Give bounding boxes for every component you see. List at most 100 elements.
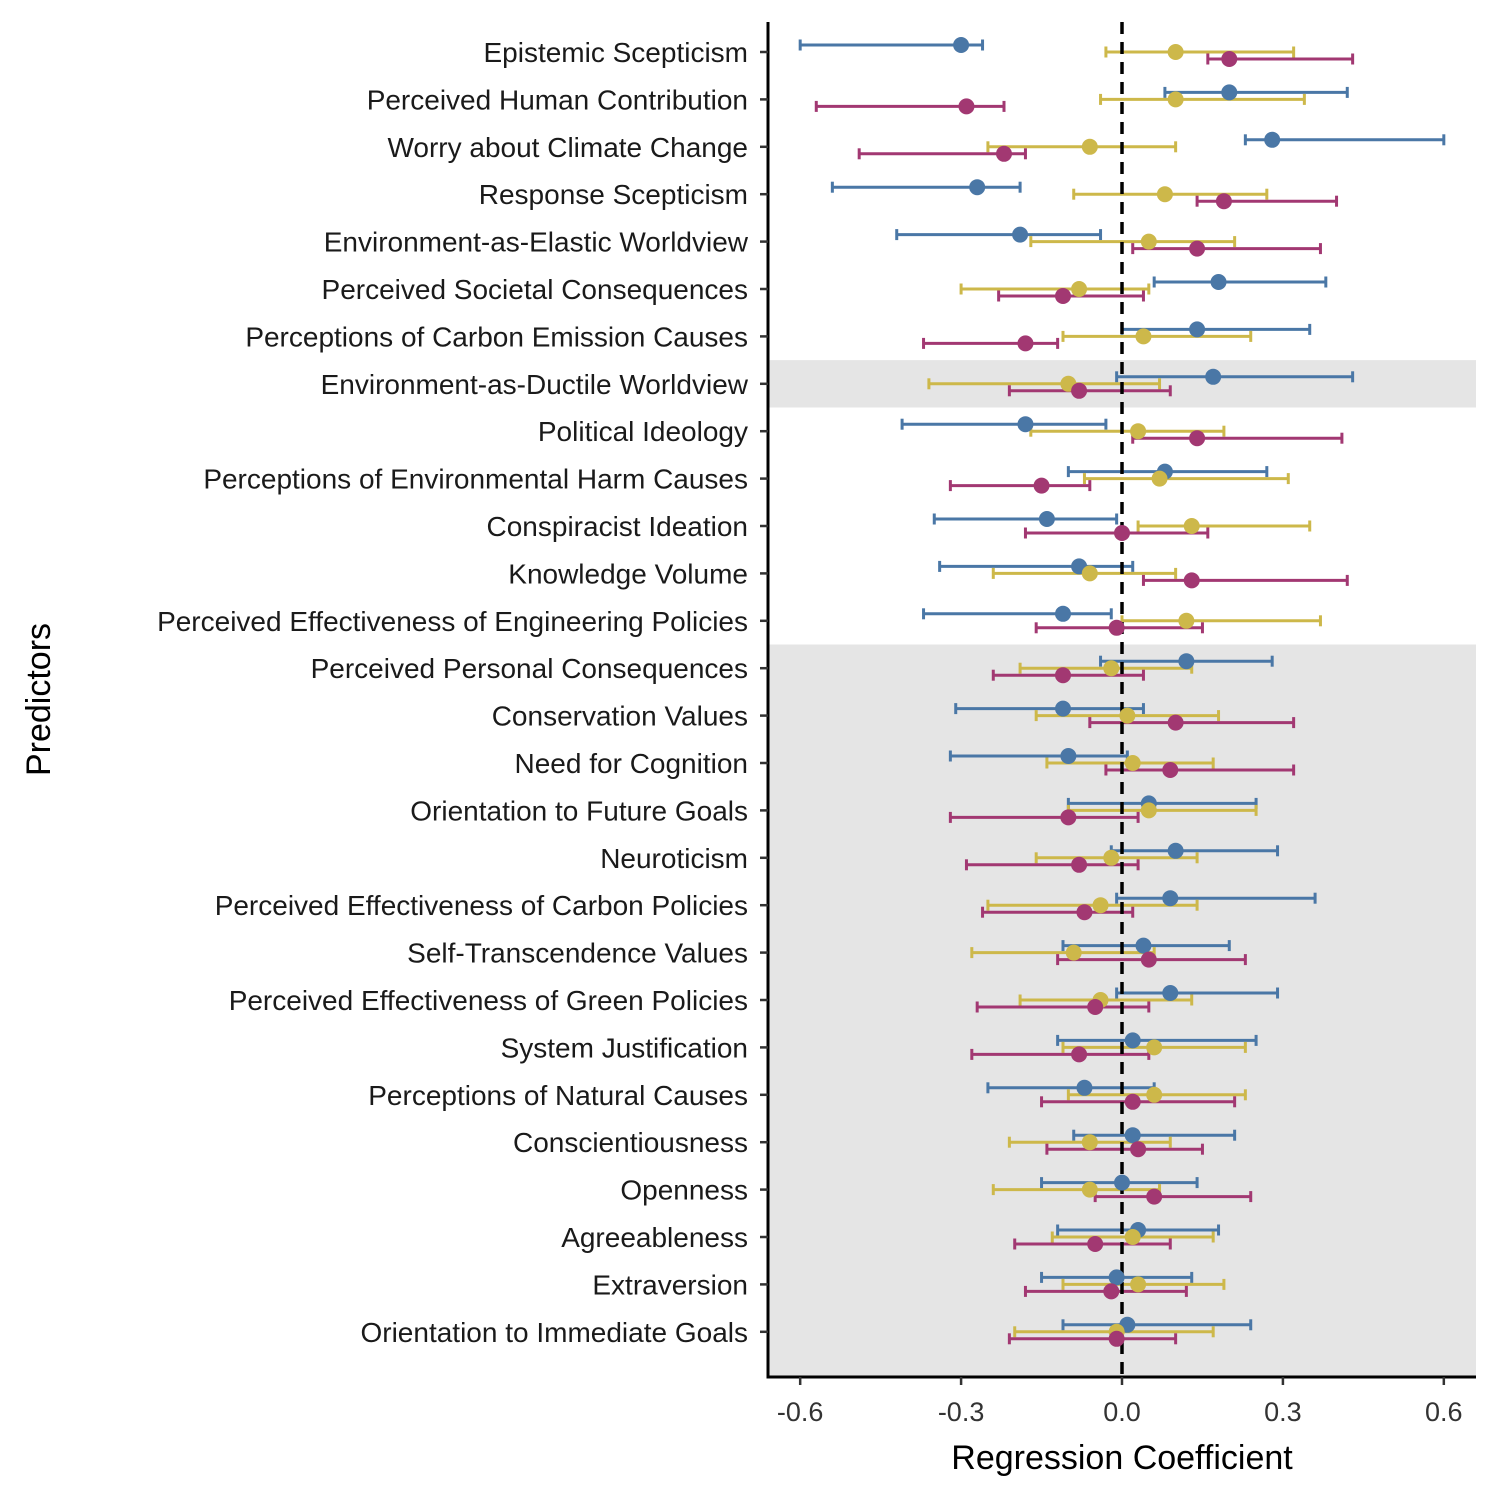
- point-estimate: [1055, 288, 1071, 304]
- point-estimate: [1081, 138, 1098, 155]
- error-bar: [922, 337, 1060, 349]
- y-tick-label: Perceived Effectiveness of Carbon Polici…: [215, 890, 748, 921]
- point-estimate: [1076, 904, 1093, 921]
- point-estimate: [1055, 605, 1071, 622]
- error-bar: [948, 811, 1140, 823]
- error-bar: [997, 290, 1145, 302]
- error-bar: [1072, 1129, 1237, 1141]
- point-estimate: [1087, 1236, 1104, 1252]
- error-bar: [922, 608, 1113, 620]
- point-estimate: [1167, 714, 1184, 731]
- point-estimate: [1183, 518, 1200, 534]
- point-estimate: [958, 98, 975, 115]
- error-bar: [1115, 371, 1355, 383]
- point-estimate: [1060, 748, 1077, 764]
- error-bar: [1152, 276, 1328, 288]
- point-estimate: [996, 145, 1012, 162]
- error-bar: [1115, 987, 1280, 999]
- error-bar: [1007, 385, 1172, 397]
- point-estimate: [1081, 1134, 1098, 1151]
- point-estimate: [1103, 660, 1120, 677]
- x-tick-label: 0.0: [1103, 1397, 1141, 1427]
- point-estimates-layer: [953, 37, 1281, 1347]
- point-estimate: [1124, 1093, 1141, 1110]
- point-estimate: [1076, 1079, 1093, 1096]
- point-estimate: [1071, 856, 1088, 873]
- y-tick-label: Perceived Effectiveness of Engineering P…: [157, 606, 748, 637]
- point-estimate: [953, 37, 970, 53]
- error-bar: [1045, 1143, 1204, 1155]
- point-estimate: [1108, 619, 1125, 636]
- x-tick-label: 0.3: [1264, 1397, 1302, 1427]
- point-estimate: [1124, 1032, 1141, 1049]
- point-estimate: [1189, 321, 1206, 338]
- point-estimate: [1156, 186, 1173, 203]
- point-estimate: [1162, 890, 1179, 907]
- point-estimate: [1092, 897, 1109, 914]
- point-estimate: [1124, 1229, 1141, 1245]
- point-estimate: [1135, 937, 1152, 954]
- point-estimate: [1140, 802, 1157, 819]
- point-estimate: [1221, 51, 1238, 67]
- error-bar: [954, 703, 1145, 715]
- x-tick-label: -0.3: [938, 1397, 985, 1427]
- error-bar: [986, 899, 1199, 911]
- point-estimate: [1038, 511, 1055, 527]
- point-estimate: [1167, 842, 1184, 859]
- point-estimate: [1114, 525, 1130, 541]
- point-estimate: [1167, 44, 1184, 60]
- error-bar: [1115, 892, 1317, 904]
- y-tick-label: Perceptions of Carbon Emission Causes: [245, 321, 748, 352]
- point-estimate: [1205, 368, 1222, 385]
- y-tick-label: Openness: [620, 1175, 748, 1206]
- error-bar: [900, 418, 1108, 430]
- error-bar: [1099, 93, 1306, 105]
- y-tick-label: Orientation to Immediate Goals: [360, 1317, 748, 1348]
- point-estimate: [1130, 1141, 1147, 1158]
- point-estimate: [1055, 667, 1071, 684]
- error-bar: [798, 39, 985, 51]
- point-estimate: [1264, 131, 1281, 148]
- point-estimate: [1167, 91, 1184, 108]
- y-tick-label: Perceived Effectiveness of Green Policie…: [229, 985, 748, 1016]
- y-tick-label: Environment-as-Ductile Worldview: [321, 369, 749, 400]
- error-bar: [1104, 46, 1296, 58]
- x-tick-label: -0.6: [777, 1397, 824, 1427]
- error-bar: [1061, 330, 1253, 342]
- error-bar: [975, 1001, 1151, 1013]
- x-axis-title: Regression Coefficient: [951, 1439, 1293, 1477]
- error-bar: [932, 513, 1119, 525]
- point-estimate: [1081, 565, 1098, 582]
- y-tick-label: Perceived Personal Consequences: [311, 653, 748, 684]
- point-estimate: [1130, 423, 1147, 440]
- point-estimate: [1060, 809, 1077, 826]
- error-bar: [1007, 1333, 1178, 1345]
- y-tick-label: Neuroticism: [600, 843, 748, 874]
- error-bar: [938, 560, 1135, 572]
- y-tick-label: Self-Transcendence Values: [407, 938, 748, 969]
- error-bar: [986, 141, 1178, 153]
- point-estimate: [1103, 849, 1120, 866]
- point-estimate: [1146, 1039, 1163, 1056]
- error-bar: [948, 480, 1092, 492]
- point-estimate: [1146, 1188, 1163, 1205]
- error-bar: [1136, 520, 1312, 532]
- point-estimate: [1183, 572, 1200, 589]
- y-tick-label: Conservation Values: [492, 701, 748, 732]
- error-bar: [981, 906, 1135, 918]
- y-tick-label: Conscientiousness: [513, 1127, 748, 1158]
- point-estimate: [1108, 1269, 1125, 1286]
- y-tick-label: Knowledge Volume: [508, 558, 748, 589]
- point-estimate: [1103, 1283, 1120, 1300]
- point-estimate: [1130, 1276, 1147, 1293]
- y-tick-label: Extraversion: [592, 1269, 748, 1300]
- y-tick-label: Environment-as-Elastic Worldview: [324, 227, 749, 258]
- error-bar: [1163, 86, 1349, 98]
- point-estimate: [1071, 1046, 1088, 1063]
- point-estimate: [1071, 281, 1088, 297]
- x-tick-labels: -0.6 -0.3 0.0 0.3 0.6: [777, 1377, 1463, 1427]
- y-tick-label: Perceptions of Natural Causes: [368, 1080, 748, 1111]
- error-bar: [1131, 243, 1322, 255]
- y-axis-title: Predictors: [20, 623, 58, 776]
- x-tick-label: 0.6: [1425, 1397, 1463, 1427]
